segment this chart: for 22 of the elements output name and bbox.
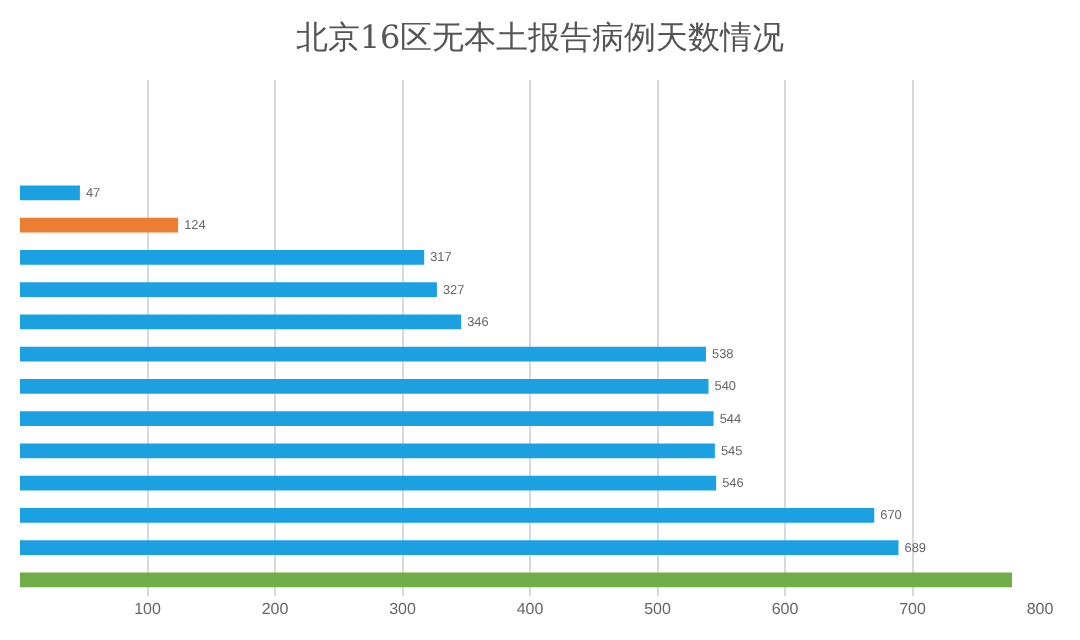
bar <box>20 250 425 265</box>
bar <box>20 411 714 426</box>
bar <box>20 314 462 330</box>
x-tick-label: 200 <box>261 600 290 618</box>
bar <box>20 379 709 394</box>
bar <box>20 346 706 362</box>
bar <box>20 475 717 491</box>
x-tick-label: 400 <box>516 600 545 618</box>
x-tick-label: 800 <box>1026 600 1055 618</box>
x-tick-label: 300 <box>389 600 417 618</box>
bar <box>20 443 715 459</box>
bar <box>20 185 80 201</box>
bar <box>20 572 1012 588</box>
bar <box>20 282 437 297</box>
bar <box>20 217 179 233</box>
bar <box>20 508 875 523</box>
chart-title: 北京16区无本土报告病例天数情况 <box>295 18 785 56</box>
bar <box>20 540 899 555</box>
x-tick-label: 600 <box>771 600 800 618</box>
x-tick-label: 700 <box>899 600 927 618</box>
x-tick-label: 500 <box>644 600 672 618</box>
x-tick-label: 100 <box>134 600 162 618</box>
